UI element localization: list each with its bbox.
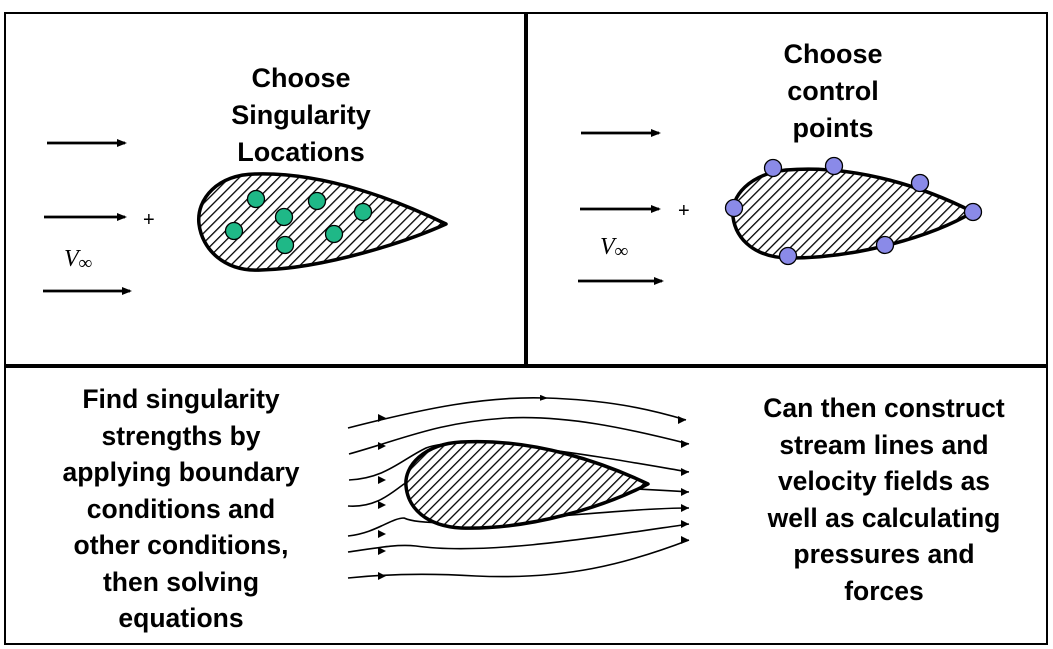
- streamline-arrowhead: [678, 416, 686, 424]
- title-line: Singularity: [231, 100, 371, 130]
- control-panel-title: Choose control points: [733, 36, 933, 147]
- streamline: [347, 523, 690, 553]
- solution-panel: Find singularity strengths by applying b…: [4, 366, 1048, 645]
- text-line: conditions and: [86, 493, 276, 524]
- streamline-arrowhead: [378, 572, 386, 580]
- streamline-arrowhead: [378, 476, 386, 484]
- singularity-panel-title: Choose Singularity Locations: [201, 60, 401, 171]
- streamline: [348, 416, 690, 455]
- text-line: well as calculating: [767, 502, 1001, 533]
- singularity-markers: [224, 189, 373, 255]
- title-line: Choose: [783, 39, 883, 69]
- plus-sign: +: [678, 200, 690, 222]
- control-point: [824, 156, 844, 176]
- solve-description: Find singularity strengths by applying b…: [21, 381, 341, 637]
- control-point: [910, 173, 930, 193]
- results-description: Can then construct stream lines and velo…: [724, 390, 1044, 609]
- airfoil-body: [197, 172, 448, 272]
- text-line: then solving: [102, 566, 260, 597]
- control-points-panel: Choose control points + V∞: [526, 12, 1048, 366]
- streamline-arrowhead: [378, 501, 386, 509]
- freestream-velocity-label: V∞: [64, 246, 92, 274]
- control-point: [963, 202, 983, 222]
- singularity-point: [353, 202, 373, 222]
- streamline-arrowhead: [681, 440, 689, 448]
- singularity-point: [307, 191, 327, 211]
- freestream-velocity-label: V∞: [600, 234, 628, 262]
- text-line: applying boundary: [62, 457, 300, 487]
- singularity-point: [275, 235, 295, 255]
- text-line: equations: [118, 603, 244, 633]
- singularity-point: [224, 221, 244, 241]
- plus-sign: +: [143, 209, 155, 231]
- streamline-arrowhead: [378, 530, 386, 538]
- title-line: Locations: [237, 137, 365, 167]
- streamline-arrowhead: [378, 442, 386, 450]
- title-line: points: [792, 113, 874, 143]
- streamline-arrowheads: [378, 414, 689, 580]
- title-line: control: [787, 76, 879, 106]
- streamline-arrowhead: [378, 414, 386, 422]
- streamline-arrowhead: [681, 488, 689, 496]
- streamline-arrowhead: [681, 468, 689, 476]
- text-line: Find singularity: [82, 384, 280, 414]
- text-line: other conditions,: [73, 530, 289, 560]
- streamline: [347, 539, 690, 579]
- control-point: [875, 235, 895, 255]
- streamline-arrowhead: [681, 504, 689, 512]
- streamline: [347, 394, 687, 429]
- control-point: [778, 246, 798, 266]
- text-line: strengths by: [101, 420, 261, 451]
- title-line: Choose: [251, 63, 351, 93]
- text-line: pressures and: [793, 539, 975, 569]
- streamline-arrowhead: [681, 520, 689, 528]
- airfoil-body: [731, 167, 975, 260]
- singularity-locations-panel: Choose Singularity Locations + V∞: [4, 12, 526, 366]
- singularity-figure: + V∞: [43, 139, 448, 295]
- streamline-figure: [347, 394, 690, 580]
- control-points-figure: + V∞: [578, 129, 983, 285]
- text-line: velocity fields as: [777, 466, 991, 496]
- airfoil-body: [404, 439, 650, 530]
- streamline-arrowhead: [681, 536, 689, 544]
- streamline-arrowhead: [378, 547, 386, 555]
- text-line: forces: [844, 575, 924, 606]
- singularity-point: [246, 189, 266, 209]
- control-point-markers: [724, 156, 983, 266]
- text-line: stream lines and: [779, 429, 989, 460]
- singularity-point: [324, 224, 344, 244]
- singularity-point: [274, 207, 294, 227]
- control-point: [724, 198, 744, 218]
- text-line: Can then construct: [763, 393, 1005, 423]
- control-point: [763, 158, 783, 178]
